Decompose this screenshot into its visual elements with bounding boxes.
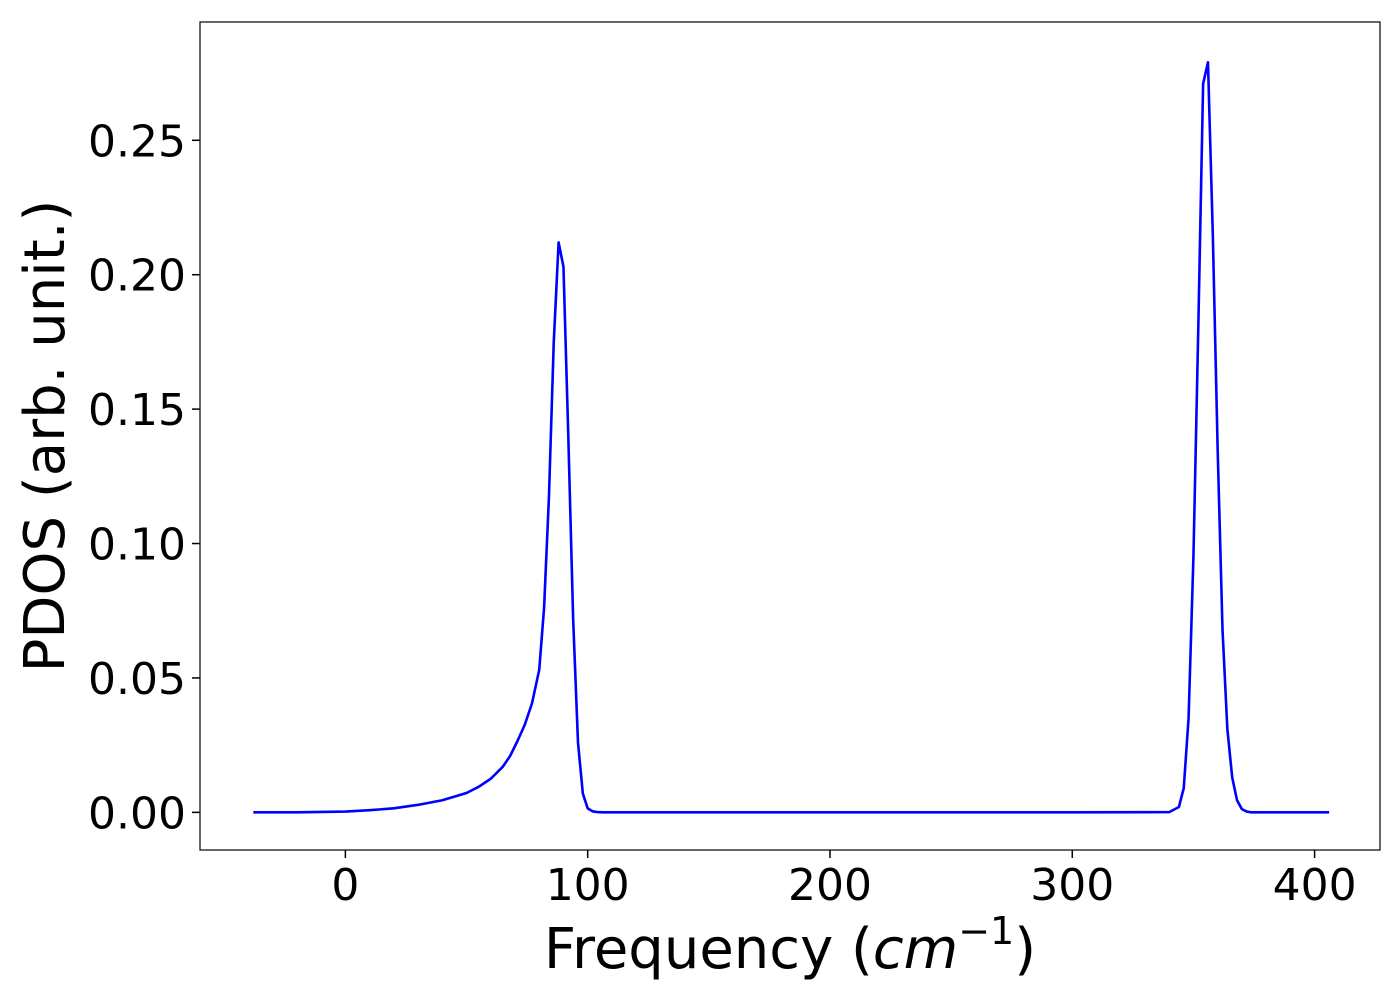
series-layer — [253, 61, 1330, 814]
y-tick-label: 0.10 — [88, 520, 186, 571]
y-axis-ticks: 0.00 0.05 0.10 0.15 0.20 0.25 — [88, 116, 200, 839]
plot-frame — [199, 21, 1381, 851]
y-tick-label: 0.20 — [88, 251, 186, 302]
x-tick-label: 0 — [331, 860, 359, 911]
plot-area — [200, 22, 1380, 850]
x-tick-label: 200 — [788, 860, 872, 911]
x-axis-label-unit: cm — [873, 917, 958, 982]
x-axis-label-suffix: ) — [1014, 917, 1036, 982]
y-tick-label: 0.15 — [88, 385, 186, 436]
y-axis-label: PDOS (arb. unit.) — [13, 200, 78, 673]
y-tick-label: 0.05 — [88, 654, 186, 705]
x-axis-label-exponent: −1 — [958, 909, 1014, 953]
x-tick-label: 300 — [1030, 860, 1114, 911]
x-axis-label: Frequency (cm−1) — [544, 909, 1036, 982]
x-tick-label: 100 — [546, 860, 630, 911]
y-tick-label: 0.25 — [88, 116, 186, 167]
x-tick-label: 400 — [1273, 860, 1357, 911]
x-axis-ticks: 0 100 200 300 400 — [331, 850, 1357, 911]
y-tick-label: 0.00 — [88, 788, 186, 839]
series-line-0 — [253, 61, 1330, 814]
